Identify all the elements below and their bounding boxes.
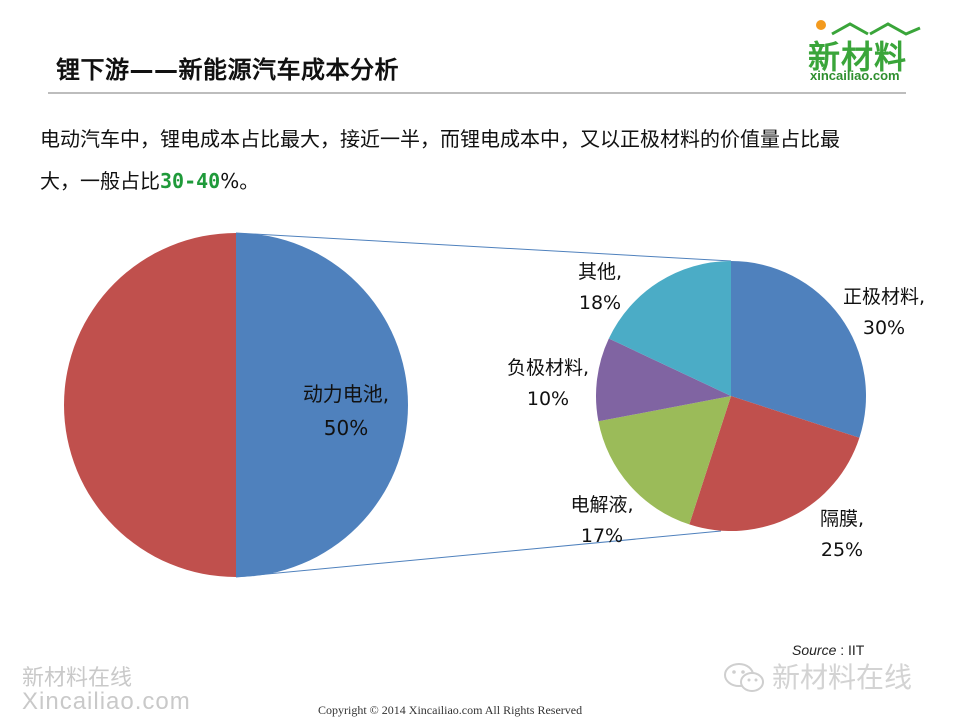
connector-line-bottom: [235, 530, 722, 578]
sub-pie-slice-3: [598, 396, 731, 525]
intro-line-2-prefix: 大，一般占比: [40, 169, 160, 193]
main-pie-slice-1: [236, 233, 408, 577]
copyright-text: Copyright © 2014 Xincailiao.com All Righ…: [318, 703, 583, 717]
sub-pie-value-label-1: 30%: [863, 317, 905, 339]
intro-line-2: 大，一般占比30-40%。: [40, 160, 920, 202]
intro-paragraph: 电动汽车中，锂电成本占比最大，接近一半，而锂电成本中，又以正极材料的价值量占比最…: [40, 118, 920, 202]
connector-line-top: [235, 232, 732, 262]
source-value: : IIT: [836, 642, 865, 658]
main-pie: 动力电池, 50%: [64, 233, 408, 577]
connector-lines: [235, 232, 732, 578]
sub-pie: 正极材料, 30% 隔膜, 25% 电解液, 17% 负极材料, 10% 其他, 18%: [507, 261, 925, 561]
sub-pie-slice-2: [689, 396, 860, 531]
watermark-right: 新材料在线: [772, 661, 913, 694]
logo-url: xincailiao.com: [810, 68, 900, 83]
logo-wordmark: 新材料: [808, 38, 908, 76]
sub-pie-label-4: 负极材料,: [507, 357, 589, 379]
watermark-en: Xincailiao.com: [22, 688, 191, 715]
brand-logo[interactable]: 新材料 xincailiao.com: [800, 18, 924, 88]
source-note: Source : IIT: [792, 642, 864, 658]
intro-highlight: 30-40: [160, 169, 221, 193]
sub-pie-slice-5: [608, 261, 731, 396]
sub-pie-value-label-2: 25%: [821, 539, 863, 561]
page-title: 锂下游——新能源汽车成本分析: [56, 56, 399, 84]
source-label: Source: [792, 642, 837, 658]
intro-line-1: 电动汽车中，锂电成本占比最大，接近一半，而锂电成本中，又以正极材料的价值量占比最: [40, 127, 840, 151]
sub-pie-slice-4: [596, 338, 731, 422]
main-pie-value-label: 50%: [324, 416, 368, 440]
sub-pie-label-2: 隔膜,: [820, 508, 864, 530]
wechat-icon: [724, 663, 764, 692]
intro-line-2-suffix: %。: [220, 169, 260, 193]
sub-pie-value-label-4: 10%: [527, 388, 569, 410]
logo-roof-icon: [831, 22, 921, 36]
main-pie-label: 动力电池,: [303, 382, 389, 406]
sub-pie-label-5: 其他,: [578, 261, 622, 283]
sub-pie-slice-1: [731, 261, 866, 438]
sub-pie-label-1: 正极材料,: [843, 286, 925, 308]
logo-dot-icon: [816, 20, 826, 30]
main-pie-slice-2: [64, 233, 236, 577]
sub-pie-label-3: 电解液,: [570, 494, 633, 516]
sub-pie-value-label-3: 17%: [581, 525, 623, 547]
sub-pie-value-label-5: 18%: [579, 292, 621, 314]
watermark-cn: 新材料在线: [22, 666, 133, 691]
title-divider: [48, 92, 906, 94]
